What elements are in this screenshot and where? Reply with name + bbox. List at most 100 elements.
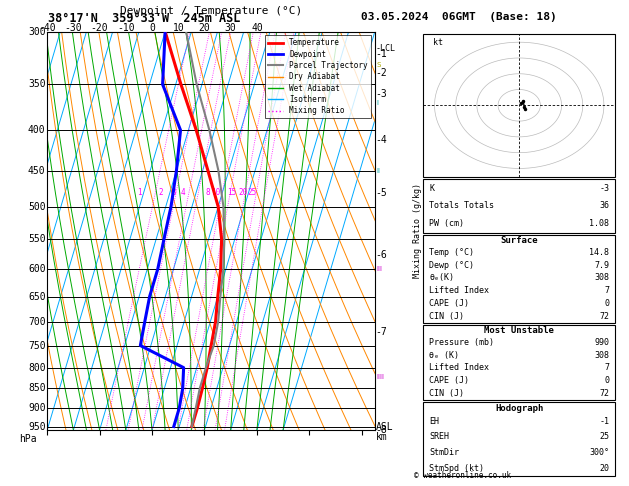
Text: 300: 300 [28, 27, 45, 36]
Text: 900: 900 [28, 403, 45, 413]
Text: 72: 72 [599, 389, 610, 398]
Text: Most Unstable: Most Unstable [484, 326, 554, 335]
Text: © weatheronline.co.uk: © weatheronline.co.uk [414, 471, 511, 480]
Text: Totals Totals: Totals Totals [429, 201, 494, 210]
Legend: Temperature, Dewpoint, Parcel Trajectory, Dry Adiabat, Wet Adiabat, Isotherm, Mi: Temperature, Dewpoint, Parcel Trajectory… [265, 35, 371, 118]
Text: Hodograph: Hodograph [495, 404, 543, 413]
Text: -40: -40 [38, 23, 56, 33]
Text: -1: -1 [376, 49, 387, 59]
Text: CAPE (J): CAPE (J) [429, 376, 469, 385]
Text: 950: 950 [28, 421, 45, 432]
Text: 800: 800 [28, 363, 45, 373]
Text: 300°: 300° [589, 448, 610, 457]
Text: CIN (J): CIN (J) [429, 312, 464, 321]
Text: 450: 450 [28, 166, 45, 175]
Text: hPa: hPa [19, 434, 36, 444]
Text: Temp (°C): Temp (°C) [429, 248, 474, 257]
Text: 7: 7 [604, 286, 610, 295]
Text: -7: -7 [376, 327, 387, 336]
Text: 308: 308 [594, 274, 610, 282]
Text: 14.8: 14.8 [589, 248, 610, 257]
Text: 1.08: 1.08 [589, 219, 610, 228]
Bar [423, 179, 615, 233]
Text: 0: 0 [149, 23, 155, 33]
Text: 7.9: 7.9 [594, 260, 610, 270]
Bar [423, 402, 615, 476]
Text: IIII: IIII [377, 374, 384, 380]
Text: 350: 350 [28, 79, 45, 89]
Text: I: I [377, 100, 379, 106]
Text: θₑ (K): θₑ (K) [429, 350, 459, 360]
Text: Dewp (°C): Dewp (°C) [429, 260, 474, 270]
Text: 10: 10 [172, 23, 184, 33]
Text: 8: 8 [206, 188, 210, 197]
Text: -LCL: -LCL [376, 44, 396, 52]
Text: kt: kt [433, 37, 443, 47]
Text: Lifted Index: Lifted Index [429, 286, 489, 295]
Text: 2: 2 [158, 188, 163, 197]
Text: -30: -30 [65, 23, 82, 33]
Text: StmDir: StmDir [429, 448, 459, 457]
Bar [423, 325, 615, 400]
Bar [423, 235, 615, 323]
Text: 40: 40 [251, 23, 263, 33]
Text: 36: 36 [599, 201, 610, 210]
Text: 500: 500 [28, 202, 45, 211]
Text: K: K [429, 184, 434, 192]
Text: -20: -20 [91, 23, 108, 33]
Text: 308: 308 [594, 350, 610, 360]
Text: 400: 400 [28, 125, 45, 135]
Text: Pressure (mb): Pressure (mb) [429, 338, 494, 347]
Text: 650: 650 [28, 292, 45, 301]
Text: 0: 0 [604, 299, 610, 308]
Text: 850: 850 [28, 383, 45, 393]
Text: -2: -2 [376, 69, 387, 78]
Text: 03.05.2024  06GMT  (Base: 18): 03.05.2024 06GMT (Base: 18) [361, 12, 557, 22]
Text: 20: 20 [199, 23, 210, 33]
Text: θₑ(K): θₑ(K) [429, 274, 454, 282]
Bar [423, 34, 615, 177]
Text: 700: 700 [28, 317, 45, 327]
Text: 990: 990 [594, 338, 610, 347]
Text: -3: -3 [376, 89, 387, 99]
Text: 20: 20 [599, 464, 610, 472]
Text: -10: -10 [117, 23, 135, 33]
Text: 38°17'N  359°33'W  245m ASL: 38°17'N 359°33'W 245m ASL [48, 12, 241, 25]
Text: -3: -3 [599, 184, 610, 192]
Text: 25: 25 [247, 188, 257, 197]
Text: Dewpoint / Temperature (°C): Dewpoint / Temperature (°C) [120, 6, 302, 16]
Text: 30: 30 [225, 23, 237, 33]
Text: 1: 1 [137, 188, 142, 197]
Text: -4: -4 [376, 135, 387, 145]
Text: Surface: Surface [501, 236, 538, 245]
Text: II: II [377, 168, 381, 174]
Text: EH: EH [429, 417, 439, 426]
Text: Lifted Index: Lifted Index [429, 364, 489, 372]
Text: 72: 72 [599, 312, 610, 321]
Text: 750: 750 [28, 341, 45, 350]
Text: S: S [377, 62, 381, 69]
Text: 600: 600 [28, 264, 45, 274]
Text: 3: 3 [171, 188, 176, 197]
Text: 10: 10 [211, 188, 221, 197]
Text: -5: -5 [376, 188, 387, 198]
Text: 7: 7 [604, 364, 610, 372]
Text: SREH: SREH [429, 433, 449, 441]
Text: km: km [376, 432, 387, 442]
Text: ASL: ASL [376, 422, 393, 432]
Text: CAPE (J): CAPE (J) [429, 299, 469, 308]
Text: 20: 20 [238, 188, 247, 197]
Text: 4: 4 [181, 188, 186, 197]
Text: 25: 25 [599, 433, 610, 441]
Text: 0: 0 [604, 376, 610, 385]
Text: Mixing Ratio (g/kg): Mixing Ratio (g/kg) [413, 183, 422, 278]
Text: CIN (J): CIN (J) [429, 389, 464, 398]
Text: III: III [377, 266, 382, 272]
Text: -6: -6 [376, 250, 387, 260]
Text: StmSpd (kt): StmSpd (kt) [429, 464, 484, 472]
Text: 15: 15 [227, 188, 236, 197]
Text: PW (cm): PW (cm) [429, 219, 464, 228]
Text: -8: -8 [376, 425, 387, 435]
Text: -1: -1 [599, 417, 610, 426]
Text: 550: 550 [28, 234, 45, 244]
